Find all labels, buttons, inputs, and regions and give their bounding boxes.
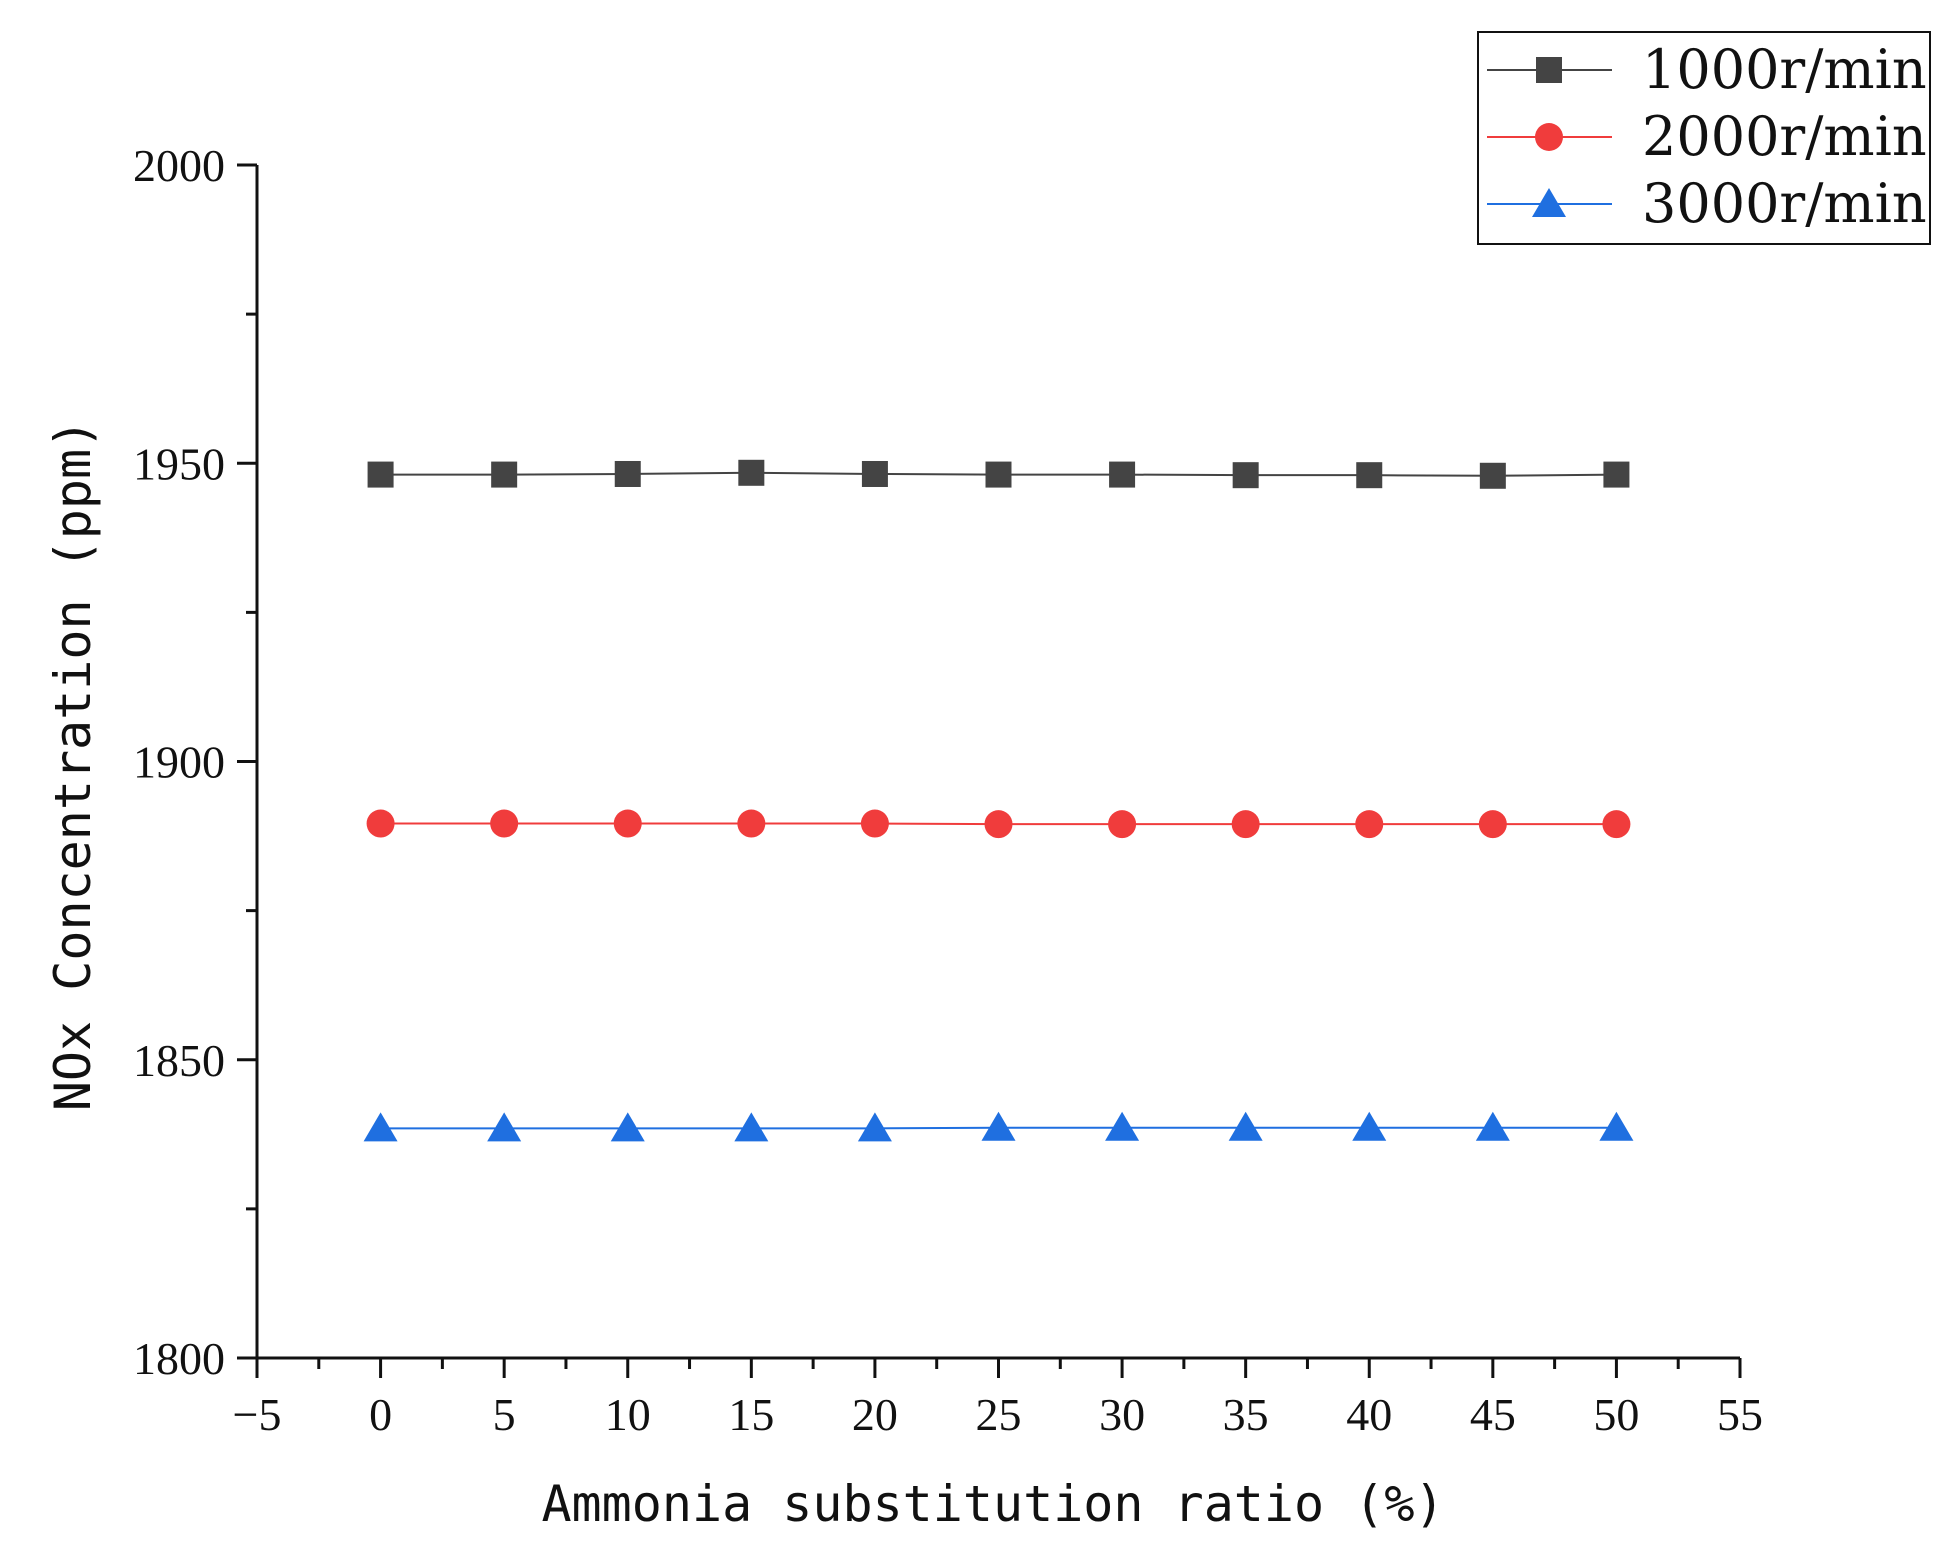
data-point	[981, 1111, 1016, 1141]
x-tick-label: 15	[728, 1389, 774, 1440]
data-point	[610, 1112, 645, 1142]
data-point	[363, 1112, 398, 1142]
axes: −5 0 5 10 15 20 25 30 35 40 45 50 55 1800 1850 1900 1950…	[133, 140, 1763, 1440]
data-point	[1232, 462, 1259, 489]
data-point	[487, 1112, 522, 1142]
data-point	[985, 461, 1012, 488]
y-axis-title: NOx Concentration (ppm)	[44, 419, 102, 1111]
x-tick-label: 0	[369, 1389, 392, 1440]
data-point	[367, 461, 394, 488]
data-point	[1355, 810, 1384, 839]
series-1000r/min	[367, 459, 1630, 489]
data-point	[1479, 462, 1506, 489]
data-point	[490, 809, 519, 838]
y-tick-label: 1900	[133, 737, 225, 788]
series-layer	[363, 459, 1634, 1142]
y-tick-label: 1800	[133, 1333, 225, 1384]
data-point	[1475, 1111, 1510, 1141]
data-point	[857, 1112, 892, 1142]
data-point	[860, 809, 889, 838]
data-point	[984, 810, 1013, 839]
data-point	[1105, 1111, 1140, 1141]
data-point	[1478, 810, 1507, 839]
data-point	[614, 460, 641, 487]
x-axis-title: Ammonia substitution ratio (%)	[541, 1475, 1444, 1533]
x-tick-label: 50	[1593, 1389, 1639, 1440]
x-tick-label: 45	[1470, 1389, 1516, 1440]
y-tick-label: 2000	[133, 140, 225, 191]
x-tick-label: −5	[233, 1389, 282, 1440]
series-3000r/min	[363, 1111, 1634, 1142]
data-point	[1109, 461, 1136, 488]
data-point	[491, 461, 518, 488]
x-tick-label: 10	[605, 1389, 651, 1440]
x-tick-label: 20	[852, 1389, 898, 1440]
series-2000r/min	[366, 809, 1631, 839]
data-point	[1602, 810, 1631, 839]
y-tick-label: 1950	[133, 438, 225, 489]
legend-marker	[1536, 57, 1562, 83]
legend-marker	[1535, 123, 1563, 151]
data-point	[734, 1112, 769, 1142]
data-point	[861, 460, 888, 487]
data-point	[1356, 462, 1383, 489]
data-point	[1228, 1111, 1263, 1141]
x-tick-label: 25	[976, 1389, 1022, 1440]
x-tick-label: 30	[1099, 1389, 1145, 1440]
x-tick-label: 55	[1717, 1389, 1763, 1440]
x-tick-label: 5	[493, 1389, 516, 1440]
data-point	[366, 809, 395, 838]
legend-label: 3000r/min	[1642, 172, 1927, 235]
data-point	[1108, 810, 1137, 839]
data-point	[1599, 1111, 1634, 1141]
data-point	[1231, 810, 1260, 839]
legend-marker	[1532, 188, 1566, 217]
data-point	[1603, 461, 1630, 488]
legend-label: 1000r/min	[1642, 38, 1927, 101]
legend-label: 2000r/min	[1642, 105, 1927, 168]
data-point	[1352, 1111, 1387, 1141]
x-tick-label: 35	[1223, 1389, 1269, 1440]
data-point	[613, 809, 642, 838]
x-tick-label: 40	[1346, 1389, 1392, 1440]
data-point	[737, 809, 766, 838]
data-point	[738, 459, 765, 486]
y-tick-label: 1850	[133, 1035, 225, 1086]
